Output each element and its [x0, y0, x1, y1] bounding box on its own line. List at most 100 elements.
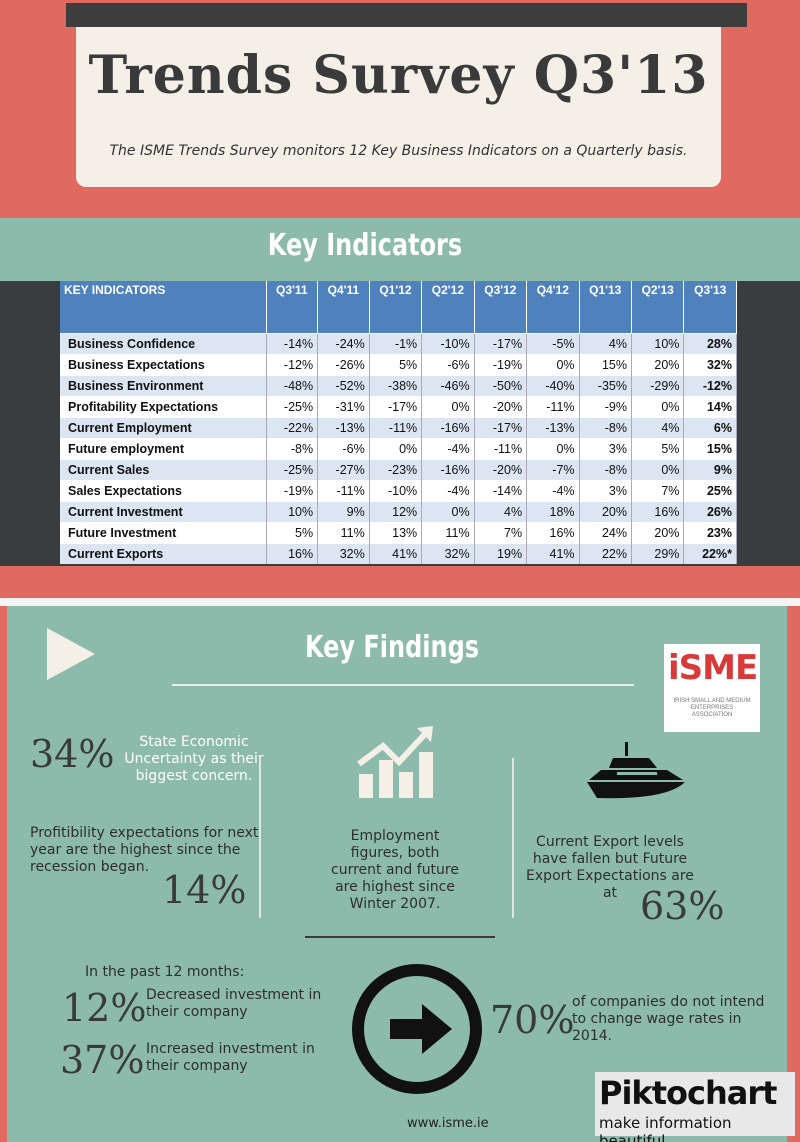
key-indicators-band: Key Indicators [0, 218, 800, 281]
finding-14-text: Profitibility expectations for next year… [30, 825, 259, 875]
table-cell: -4% [526, 479, 580, 501]
table-cell: -13% [526, 416, 580, 438]
table-cell: 0% [526, 437, 580, 459]
footer-url[interactable]: www.isme.ie [407, 1116, 489, 1131]
table-cell: 20% [631, 521, 685, 543]
table-cell: 14% [683, 395, 737, 417]
table-cell: 6% [683, 416, 737, 438]
table-cell: 26% [683, 500, 737, 522]
finding-12-percent: 12% [62, 986, 147, 1030]
table-row: Business Environment -48% -52% -38% -46% -50%… [60, 374, 737, 396]
isme-logo-text: iSME [668, 648, 758, 688]
table-cell: 13% [369, 521, 423, 543]
table-cell: 3% [579, 479, 632, 501]
table-cell: -16% [421, 458, 475, 480]
table-row: Sales Expectations -19% -11% -10% -4% -14% -4%… [60, 479, 737, 501]
key-findings-panel: Key Findings iSME IRISH SMALL AND MEDIUM… [7, 606, 787, 1142]
piktochart-badge[interactable]: Piktochart make information beautiful [595, 1072, 795, 1142]
table-row: Current Employment -22% -13% -11% -16% -17% -1… [60, 416, 737, 438]
column-header: KEY INDICATORS [60, 281, 267, 333]
row-label: Business Environment [60, 374, 267, 396]
table-cell: -23% [369, 458, 423, 480]
section-divider [305, 936, 495, 938]
table-cell: -46% [421, 374, 475, 396]
row-label: Sales Expectations [60, 479, 267, 501]
table-cell: 15% [579, 353, 632, 375]
table-cell: 32% [683, 353, 737, 375]
finding-14-percent: 14% [162, 868, 247, 912]
table-cell: -14% [474, 479, 528, 501]
column-header: Q3'12 [474, 281, 528, 333]
row-label: Current Employment [60, 416, 267, 438]
piktochart-tagline: make information beautiful [599, 1114, 732, 1142]
table-cell: -19% [266, 479, 319, 501]
table-cell: 3% [579, 437, 632, 459]
header-card: Trends Survey Q3'13 The ISME Trends Surv… [76, 27, 721, 187]
table-cell: 7% [474, 521, 528, 543]
table-body: Business Confidence -14% -24% -1% -10% -17% -5… [60, 332, 737, 564]
table-cell: 0% [421, 500, 475, 522]
table-cell: -4% [421, 437, 475, 459]
column-header: Q1'13 [579, 281, 632, 333]
table-cell: 10% [266, 500, 319, 522]
finding-63-percent: 63% [640, 884, 725, 928]
table-cell: -6% [421, 353, 475, 375]
table-cell: -8% [579, 458, 632, 480]
row-label: Future employment [60, 437, 267, 459]
table-cell: -25% [266, 458, 319, 480]
table-cell: 5% [631, 437, 685, 459]
table-cell: -16% [421, 416, 475, 438]
table-cell: 0% [421, 395, 475, 417]
row-label: Profitability Expectations [60, 395, 267, 417]
table-cell: 20% [579, 500, 632, 522]
isme-logo: iSME IRISH SMALL AND MEDIUM ENTERPRISES … [664, 644, 760, 732]
table-cell: -7% [526, 458, 580, 480]
indicators-table-wrap: KEY INDICATORS Q3'11 Q4'11 Q1'12 Q2'12 Q… [60, 281, 737, 564]
table-cell: 16% [266, 542, 319, 564]
table-cell: -11% [526, 395, 580, 417]
table-cell: 28% [683, 332, 737, 354]
table-row: Business Expectations -12% -26% 5% -6% -19% 0%… [60, 353, 737, 375]
column-header: Q4'12 [526, 281, 580, 333]
table-cell: -38% [369, 374, 423, 396]
table-cell: -22% [266, 416, 319, 438]
table-cell: 12% [369, 500, 423, 522]
table-cell: -20% [474, 395, 528, 417]
table-cell: -11% [474, 437, 528, 459]
table-cell: 11% [317, 521, 370, 543]
table-row: Current Investment 10% 9% 12% 0% 4% 18% 20% 16% 2… [60, 500, 737, 522]
table-cell: 0% [631, 395, 685, 417]
finding-37-text: Increased investment in their company [146, 1041, 315, 1074]
table-row: Profitability Expectations -25% -31% -17% 0%… [60, 395, 737, 417]
table-cell: 41% [369, 542, 423, 564]
table-cell: -48% [266, 374, 319, 396]
page-title: Trends Survey Q3'13 [88, 45, 709, 106]
table-cell: 16% [526, 521, 580, 543]
table-cell: -35% [579, 374, 632, 396]
table-cell: 4% [579, 332, 632, 354]
finding-export-text: Current Export levels have fallen but Fu… [526, 834, 694, 901]
table-cell: -17% [474, 416, 528, 438]
finding-12-text: Decreased investment in their company [146, 987, 322, 1020]
table-cell: -9% [579, 395, 632, 417]
play-icon [47, 628, 95, 680]
table-cell: -19% [474, 353, 528, 375]
finding-70-text: of companies do not intend to change wag… [572, 994, 765, 1044]
table-cell: -11% [369, 416, 423, 438]
table-cell: -1% [369, 332, 423, 354]
table-cell: 23% [683, 521, 737, 543]
key-findings-title: Key Findings [304, 630, 480, 665]
table-cell: -52% [317, 374, 370, 396]
finding-employment-text: Employment figures, both current and fut… [331, 828, 459, 912]
table-cell: -10% [369, 479, 423, 501]
row-label: Current Investment [60, 500, 267, 522]
piktochart-name: Piktochart [599, 1074, 777, 1112]
table-cell: 29% [631, 542, 685, 564]
table-cell: 32% [421, 542, 475, 564]
table-cell: -11% [317, 479, 370, 501]
table-cell: -24% [317, 332, 370, 354]
row-label: Current Sales [60, 458, 267, 480]
finding-34-percent: 34% [30, 732, 115, 776]
table-cell: 25% [683, 479, 737, 501]
row-label: Business Expectations [60, 353, 267, 375]
